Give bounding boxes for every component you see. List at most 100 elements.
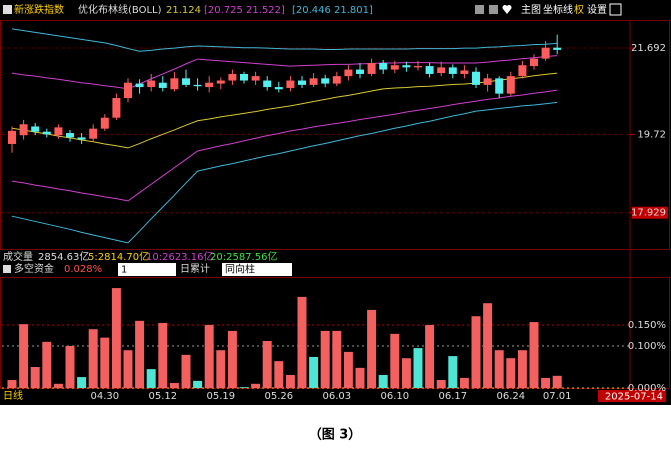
maximize[interactable] <box>609 3 622 16</box>
candle-body <box>66 133 74 138</box>
bar <box>239 387 249 388</box>
select-value[interactable]: 1 <box>121 265 127 276</box>
sub-panel-border <box>0 277 670 389</box>
candle-body <box>240 73 248 81</box>
x-tick-label: 05.19 <box>206 391 235 402</box>
volume-ma: 20:2587.56亿 <box>210 250 277 263</box>
candle-body <box>448 67 457 74</box>
y-tick-label: 19.72 <box>637 129 666 140</box>
candle-body <box>460 70 469 74</box>
band-line <box>11 55 558 90</box>
bar <box>378 374 388 388</box>
bar <box>343 351 353 388</box>
icon[interactable] <box>3 5 12 14</box>
mid-value: 21.124 <box>166 5 201 16</box>
candle-body <box>263 80 272 88</box>
x-tick-label: 05.26 <box>264 391 293 402</box>
candle-body <box>530 58 538 67</box>
bar <box>88 329 98 388</box>
bar <box>448 356 458 388</box>
x-tick-label: 06.17 <box>438 391 467 402</box>
bar <box>7 380 17 388</box>
bar <box>65 346 75 388</box>
bar <box>413 348 423 388</box>
select-value[interactable]: 同向柱 <box>225 263 255 276</box>
band-line <box>11 89 558 202</box>
x-tick-label: 04.30 <box>90 391 119 402</box>
outer-low: [20.446 <box>292 5 331 16</box>
button[interactable]: 主图 <box>521 4 541 16</box>
candle-body <box>112 98 121 118</box>
inner-high: 21.522] <box>246 5 285 16</box>
select[interactable] <box>118 263 176 276</box>
inner-low: [20.725 <box>204 5 243 16</box>
sub-value: 0.028% <box>64 264 102 275</box>
candle-body <box>8 130 16 144</box>
candle-body <box>182 78 190 85</box>
outer-high: 21.801] <box>334 5 373 16</box>
candle-body <box>379 63 388 70</box>
y-tick-label: 0.000% <box>628 383 666 394</box>
candle-body <box>100 117 109 129</box>
candle-body <box>506 76 515 94</box>
icon[interactable] <box>3 265 11 273</box>
caption: （图 3） <box>309 427 362 443</box>
bar <box>332 330 342 388</box>
bar <box>436 380 446 388</box>
bar <box>111 288 121 388</box>
candle-body <box>309 78 318 85</box>
candle-body <box>193 84 202 87</box>
bar <box>262 340 272 388</box>
candle-body <box>251 76 260 81</box>
candle-body <box>344 69 353 77</box>
bar <box>506 358 516 388</box>
bar <box>471 316 481 388</box>
zoom-in[interactable] <box>475 5 484 14</box>
overlay-name[interactable]: 优化布林线(BOLL) <box>78 3 162 16</box>
candle-body <box>390 65 399 70</box>
favorite[interactable] <box>502 4 512 14</box>
bar <box>494 350 504 388</box>
candle-body <box>367 63 376 74</box>
button[interactable]: 设置 <box>587 4 607 16</box>
volume-total: 2854.63亿 <box>38 250 89 263</box>
volume-ma: 10:2623.16亿 <box>146 250 213 263</box>
candle-body <box>274 87 283 90</box>
bar <box>320 330 330 388</box>
bar <box>135 320 145 388</box>
bar <box>274 361 284 388</box>
bar <box>251 383 261 388</box>
candle-body <box>472 71 480 85</box>
bar <box>181 354 191 388</box>
candle-body <box>356 69 364 74</box>
candle-body <box>42 131 51 135</box>
x-tick-label: 07.01 <box>543 391 572 402</box>
bar <box>517 350 527 388</box>
indicator-name[interactable]: 新涨跌指数 <box>14 3 64 16</box>
y-tick-label: 0.100% <box>628 341 666 352</box>
period[interactable]: 日线 <box>3 389 23 402</box>
x-tick-label: 06.24 <box>496 391 525 402</box>
candle-body <box>19 124 28 136</box>
bar <box>459 377 469 388</box>
zoom-out[interactable] <box>489 5 498 14</box>
select[interactable] <box>222 263 292 276</box>
bar <box>390 333 400 388</box>
bar <box>483 303 493 388</box>
date-box <box>598 390 666 402</box>
bar <box>541 377 551 388</box>
band-line <box>11 101 558 244</box>
candle-body <box>298 80 306 85</box>
bar <box>309 356 319 388</box>
bar <box>146 369 156 388</box>
candle-body <box>205 82 214 88</box>
candle-body <box>437 67 446 74</box>
candle-body <box>170 78 179 90</box>
bar <box>204 325 214 388</box>
bar <box>529 322 539 388</box>
bar <box>193 380 203 388</box>
button[interactable]: 坐标线 <box>543 3 573 16</box>
button[interactable]: 权 <box>574 3 584 16</box>
candle-body <box>402 65 411 68</box>
candle-body <box>332 76 341 84</box>
